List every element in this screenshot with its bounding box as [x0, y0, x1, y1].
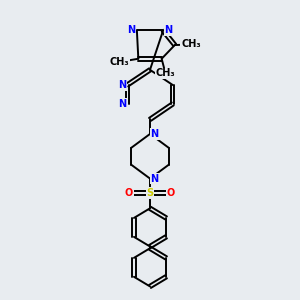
- Text: N: N: [118, 80, 126, 90]
- Text: N: N: [164, 26, 172, 35]
- Text: N: N: [118, 99, 126, 109]
- Text: CH₃: CH₃: [156, 68, 175, 78]
- Text: O: O: [167, 188, 175, 198]
- Text: O: O: [125, 188, 133, 198]
- Text: N: N: [151, 129, 159, 139]
- Text: S: S: [146, 188, 154, 198]
- Text: CH₃: CH₃: [181, 40, 201, 50]
- Text: CH₃: CH₃: [109, 57, 129, 67]
- Text: N: N: [151, 174, 159, 184]
- Text: N: N: [128, 26, 136, 35]
